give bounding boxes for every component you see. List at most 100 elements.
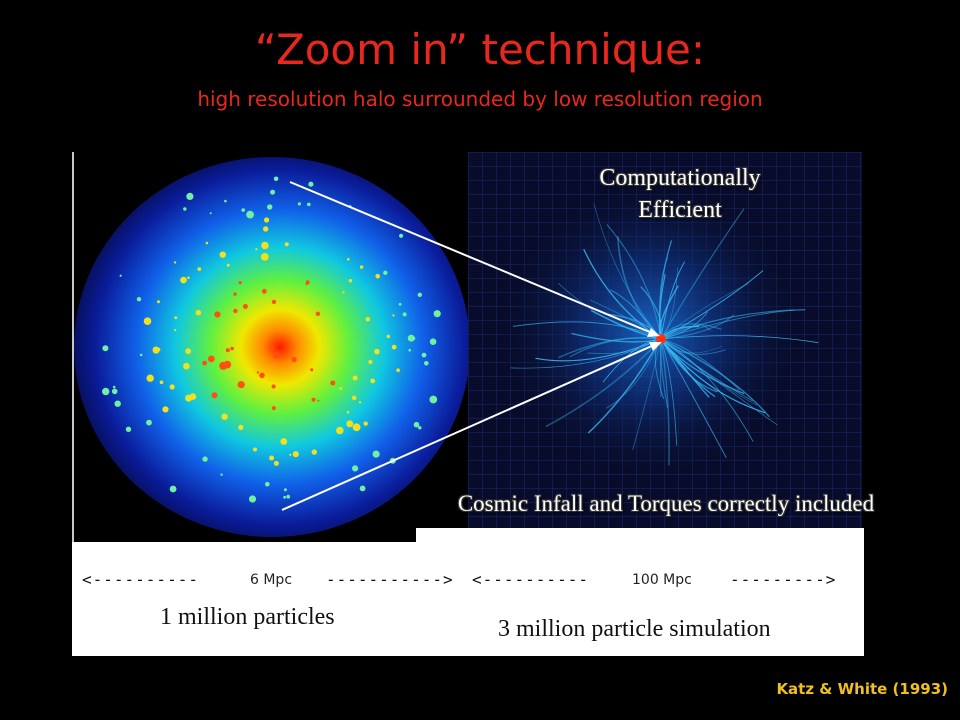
halo-clump — [230, 346, 234, 351]
halo-clump — [386, 334, 390, 339]
halo-clump — [352, 375, 358, 381]
citation-credit: Katz & White (1993) — [776, 680, 948, 698]
filament — [571, 332, 662, 343]
halo-clump — [383, 270, 388, 275]
halo-clump — [174, 328, 177, 332]
halo-clump — [429, 338, 437, 345]
halo-clump — [219, 251, 226, 258]
filament — [660, 325, 711, 340]
halo-clump — [253, 447, 257, 452]
halo-clump — [111, 388, 118, 395]
halo-clump — [152, 346, 159, 352]
halo-clump — [162, 406, 169, 413]
filament — [660, 208, 745, 340]
halo-clump — [225, 348, 230, 353]
halo-clump — [336, 426, 344, 435]
halo-clump — [226, 263, 230, 267]
halo-clump — [119, 274, 122, 277]
halo-clump — [286, 494, 291, 499]
halo-clump — [237, 381, 245, 389]
halo-clump — [346, 410, 350, 414]
halo-clump — [351, 395, 357, 401]
halo-clump — [308, 181, 314, 187]
halo-clump — [146, 374, 154, 382]
zoom-halo-graphic — [74, 157, 470, 537]
halo-clump — [173, 261, 177, 264]
halo-clump — [283, 495, 286, 499]
halo-clump — [271, 406, 276, 411]
filament — [660, 338, 754, 442]
halo-clump — [292, 451, 299, 458]
halo-clump — [412, 337, 416, 340]
halo-clump — [392, 314, 395, 317]
halo-clump — [280, 438, 288, 445]
halo-clump — [407, 334, 415, 342]
halo-clump — [261, 288, 267, 294]
halo-clump — [185, 348, 192, 355]
halo-clump — [352, 465, 359, 472]
halo-clump — [183, 362, 190, 370]
filament — [660, 323, 722, 340]
filament — [660, 338, 727, 459]
halo-clump — [424, 361, 429, 366]
halo-clump — [359, 265, 364, 269]
halo-clump — [202, 456, 208, 462]
filament — [660, 338, 678, 446]
halo-clump — [307, 202, 311, 207]
filament — [660, 338, 778, 426]
filament — [660, 338, 770, 418]
halo-clump — [157, 300, 160, 304]
filament — [660, 338, 710, 398]
halo-clump — [174, 316, 178, 320]
halo-clump — [284, 242, 289, 247]
halo-clump — [348, 205, 352, 208]
halo-clump — [205, 241, 209, 245]
efficiency-annotation-line2: Efficient — [638, 197, 722, 223]
filament — [660, 270, 764, 340]
halo-clump — [347, 258, 350, 261]
halo-clump — [372, 450, 380, 458]
halo-clump — [317, 399, 320, 402]
halo-clump — [398, 302, 402, 306]
halo-clump — [169, 384, 175, 390]
halo-clump — [408, 348, 412, 352]
halo-clump — [283, 488, 287, 492]
halo-clump — [399, 233, 404, 238]
halo-clump — [112, 385, 116, 389]
halo-clump — [269, 345, 275, 351]
panel-divider — [72, 152, 74, 544]
halo-clump — [261, 241, 269, 250]
efficiency-annotation-line1: Computationally — [599, 165, 761, 191]
halo-clump — [348, 279, 353, 283]
halo-clump — [207, 355, 215, 363]
halo-clump — [260, 253, 269, 261]
halo-clump — [273, 176, 279, 182]
halo-clump — [238, 424, 244, 430]
left-scale-arrow-start: <---------- — [82, 570, 199, 589]
caption-box — [72, 542, 864, 656]
halo-clump — [396, 368, 400, 372]
filament — [660, 338, 670, 466]
halo-clump — [114, 400, 121, 407]
halo-clump — [223, 360, 232, 369]
halo-clump — [413, 421, 420, 428]
halo-clump — [402, 312, 407, 317]
right-scale-label: 100 Mpc — [632, 572, 692, 588]
halo-clump — [139, 353, 143, 357]
halo-clump — [202, 360, 208, 366]
halo-clump — [136, 297, 142, 302]
halo-clump — [389, 457, 396, 464]
halo-clump — [221, 413, 228, 420]
halo-clump — [183, 207, 187, 211]
halo-clump — [358, 401, 362, 404]
halo-clump — [365, 317, 371, 322]
halo-clump — [143, 317, 152, 325]
halo-clump — [180, 276, 187, 284]
halo-clump — [233, 292, 237, 296]
halo-clump — [214, 311, 221, 318]
halo-clump — [146, 419, 152, 426]
halo-clump — [211, 392, 218, 399]
halo-clump — [359, 485, 366, 492]
halo-clump — [310, 368, 314, 372]
right-scale-arrow-end: ---------> — [730, 570, 837, 589]
